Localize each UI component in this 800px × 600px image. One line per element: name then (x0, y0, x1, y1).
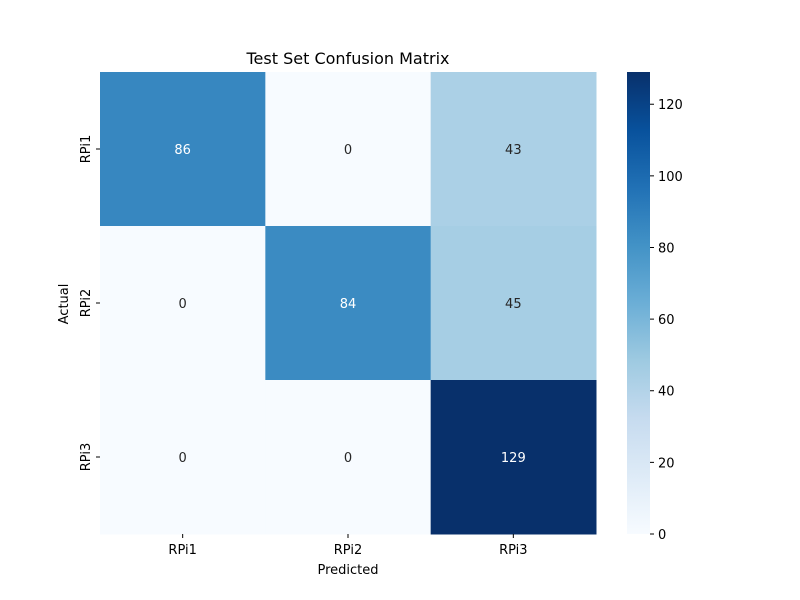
heatmap-cells (100, 72, 597, 535)
heatmap-cell (100, 380, 266, 535)
x-axis-label: Predicted (317, 563, 378, 578)
x-axis: RPi1 RPi2 RPi3 (168, 534, 528, 558)
y-tick-label: RPi2 (79, 289, 94, 317)
chart-title: Test Set Confusion Matrix (246, 49, 450, 68)
cell-value-label: 0 (344, 143, 352, 158)
y-axis-label: Actual (57, 284, 72, 325)
colorbar-tick-label: 0 (658, 528, 666, 543)
cell-value-label: 0 (179, 297, 187, 312)
y-tick-label: RPi1 (79, 135, 94, 163)
colorbar-tick-label: 60 (658, 313, 675, 328)
heatmap-cell (430, 380, 597, 535)
colorbar-tick-label: 20 (658, 456, 675, 471)
x-tick-label: RPi3 (499, 543, 527, 558)
x-tick-label: RPi1 (168, 543, 196, 558)
cell-value-label: 84 (340, 297, 357, 312)
colorbar-axis: 0 20 40 60 80 100 120 (650, 98, 683, 543)
cell-value-label: 86 (174, 143, 191, 158)
heatmap-cell (100, 226, 266, 381)
heatmap-cell (265, 226, 432, 381)
heatmap-cell (430, 226, 597, 381)
y-tick-label: RPi3 (79, 443, 94, 471)
heatmap-cell (265, 72, 432, 227)
cell-value-label: 45 (505, 297, 522, 312)
colorbar-tick-label: 120 (658, 98, 683, 113)
x-tick-label: RPi2 (334, 543, 362, 558)
colorbar-tick-label: 100 (658, 170, 683, 185)
heatmap-annotations: 86 0 43 0 84 45 0 0 129 (174, 143, 525, 466)
heatmap-cell (265, 380, 432, 535)
cell-value-label: 43 (505, 143, 522, 158)
heatmap-cell (100, 72, 266, 227)
heatmap-cell (430, 72, 597, 227)
colorbar (627, 72, 650, 534)
cell-value-label: 0 (179, 451, 187, 466)
cell-value-label: 0 (344, 451, 352, 466)
y-axis: RPi1 RPi2 RPi3 (79, 135, 100, 471)
colorbar-tick-label: 80 (658, 241, 675, 256)
colorbar-tick-label: 40 (658, 385, 675, 400)
cell-value-label: 129 (501, 451, 526, 466)
